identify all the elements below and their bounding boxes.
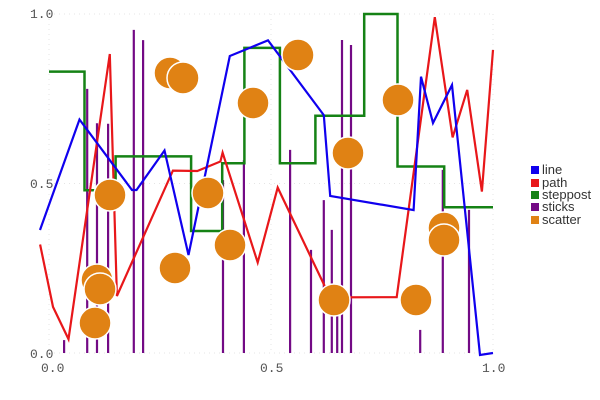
svg-text:scatter: scatter: [542, 212, 582, 227]
svg-text:1.0: 1.0: [30, 7, 53, 22]
svg-text:0.0: 0.0: [41, 361, 64, 376]
svg-text:0.0: 0.0: [30, 347, 53, 362]
svg-text:1.0: 1.0: [482, 361, 505, 376]
svg-text:0.5: 0.5: [260, 361, 283, 376]
svg-text:0.5: 0.5: [30, 177, 53, 192]
